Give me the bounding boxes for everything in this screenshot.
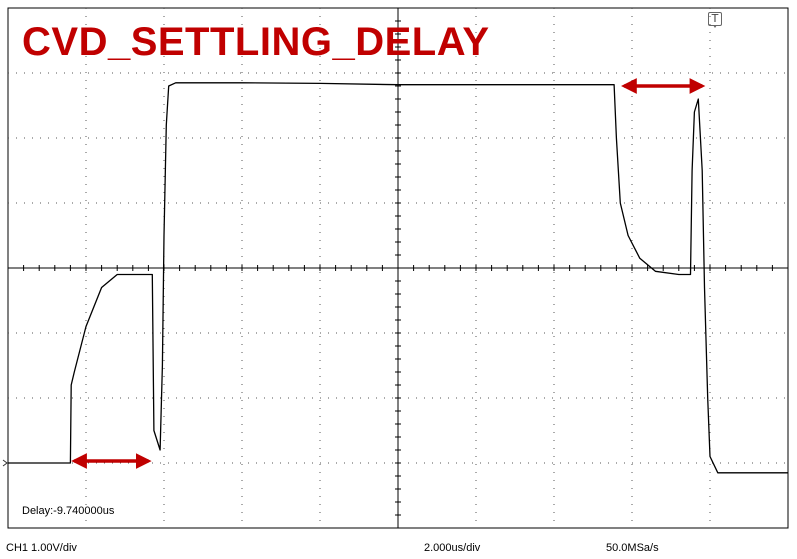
annotation-group: [71, 78, 706, 469]
delay-readout: Delay:-9.740000us: [20, 505, 117, 517]
time-scale-readout: 2.000us/div: [424, 542, 481, 554]
waveform-trace: [8, 82, 788, 474]
graticule: [2, 7, 789, 529]
chart-title: CVD_SETTLING_DELAY: [22, 20, 490, 64]
sample-rate-readout: 50.0MSa/s: [606, 542, 659, 554]
trigger-marker-icon: T: [708, 12, 722, 28]
ground-marker-icon: [2, 459, 8, 467]
trigger-marker-label: T: [711, 12, 719, 25]
waveform-trace-group: [8, 82, 788, 474]
channel-scale-readout: CH1 1.00V/div: [6, 542, 77, 554]
